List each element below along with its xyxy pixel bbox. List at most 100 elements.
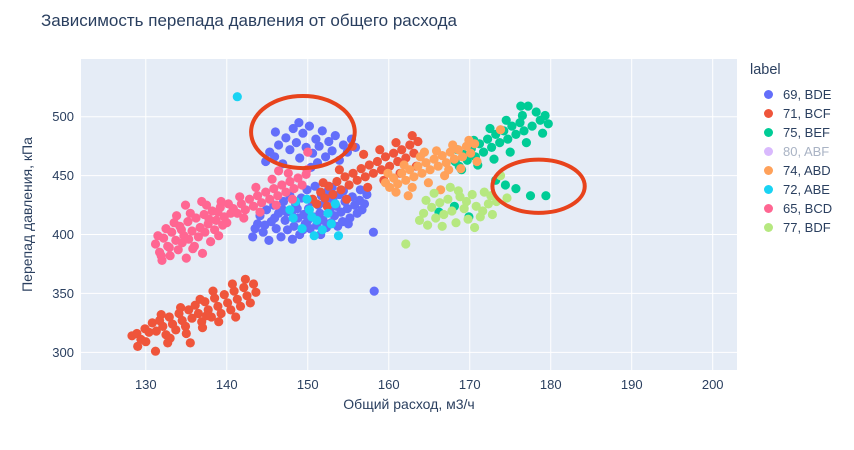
series-77-BDF[interactable] [401, 171, 512, 249]
data-point [280, 215, 290, 225]
data-point [471, 201, 481, 211]
data-point [219, 290, 229, 300]
legend: label 69, BDE 71, BCF 75, BEF 80, ABF 74, AB… [748, 62, 832, 237]
data-point [245, 298, 255, 308]
data-point [285, 145, 295, 155]
legend-item-69-BDE[interactable]: 69, BDE [748, 85, 832, 104]
data-point [419, 208, 429, 218]
data-point [423, 220, 433, 230]
data-point [281, 133, 291, 143]
data-point [421, 158, 431, 168]
data-point [253, 191, 263, 201]
y-tick-label: 450 [52, 168, 74, 183]
data-point [505, 147, 515, 157]
data-point [277, 180, 287, 190]
data-point [251, 182, 261, 192]
data-point [309, 231, 319, 241]
data-point [197, 196, 207, 207]
data-point [271, 200, 281, 210]
data-point [489, 154, 499, 164]
series-71-BCF[interactable] [127, 131, 423, 356]
legend-item-label: 72, ABE [783, 182, 830, 197]
chart-title: Зависимость перепада давления от общего … [41, 11, 457, 30]
data-point [231, 312, 241, 322]
data-point [407, 182, 417, 192]
data-point [292, 204, 302, 214]
data-point [317, 126, 327, 136]
legend-item-65-BCD[interactable]: 65, BCD [748, 199, 832, 218]
data-point [397, 168, 407, 178]
data-point [369, 286, 379, 296]
series-74-ABD[interactable] [380, 125, 506, 201]
data-point [288, 123, 298, 134]
data-point [538, 128, 548, 138]
data-point [423, 178, 433, 188]
legend-item-71-BCF[interactable]: 71, BCF [748, 104, 832, 123]
data-point [342, 194, 352, 204]
data-point [229, 286, 239, 296]
data-point [391, 187, 401, 197]
data-point [470, 222, 480, 233]
legend-item-72-ABE[interactable]: 72, ABE [748, 180, 832, 199]
data-point [232, 208, 242, 218]
data-point [270, 213, 280, 223]
data-point [144, 327, 154, 337]
data-point [323, 208, 333, 218]
data-point [340, 172, 350, 182]
series-65-BCD[interactable] [150, 147, 313, 266]
data-point [449, 154, 459, 164]
data-point [240, 274, 250, 284]
data-point [472, 156, 482, 167]
data-point [383, 168, 393, 178]
data-point [401, 239, 411, 249]
data-point [527, 121, 537, 131]
data-point [153, 231, 163, 241]
data-point [232, 294, 242, 304]
data-point [445, 147, 455, 157]
data-point [344, 180, 354, 190]
legend-item-77-BDF[interactable]: 77, BDF [748, 218, 832, 237]
data-point [251, 287, 261, 297]
legend-marker-icon [764, 90, 773, 99]
data-point [164, 242, 174, 253]
data-point [265, 194, 275, 204]
data-point [419, 147, 429, 157]
data-point [328, 189, 338, 200]
x-tick-label: 170 [459, 377, 481, 392]
data-point [239, 282, 249, 293]
data-point [368, 227, 378, 237]
data-point [210, 225, 220, 235]
legend-item-75-BEF[interactable]: 75, BEF [748, 123, 832, 142]
data-point [495, 125, 506, 135]
data-point [463, 214, 473, 224]
data-point [193, 232, 203, 242]
data-point [417, 168, 427, 178]
data-point [208, 286, 218, 296]
data-point [437, 221, 447, 231]
data-point [445, 182, 455, 192]
data-point [151, 326, 161, 336]
y-tick-label: 500 [52, 109, 74, 124]
data-point [176, 303, 186, 313]
data-point [525, 191, 536, 201]
x-tick-label: 190 [621, 377, 643, 392]
data-point [287, 194, 297, 204]
legend-item-label: 69, BDE [783, 87, 832, 102]
data-point [326, 219, 336, 229]
data-point [483, 199, 493, 209]
data-point [210, 293, 220, 303]
data-point [297, 180, 307, 190]
data-point [451, 218, 461, 228]
y-tick-label: 350 [52, 286, 74, 301]
legend-item-74-ABD[interactable]: 74, ABD [748, 161, 832, 180]
legend-item-80-ABF[interactable]: 80, ABF [748, 142, 832, 161]
data-point [315, 208, 325, 218]
data-point [405, 140, 415, 150]
data-point [429, 154, 439, 164]
data-point [385, 161, 395, 171]
x-tick-label: 140 [216, 377, 238, 392]
data-point [285, 176, 295, 187]
data-point [183, 217, 193, 227]
data-point [264, 235, 274, 245]
